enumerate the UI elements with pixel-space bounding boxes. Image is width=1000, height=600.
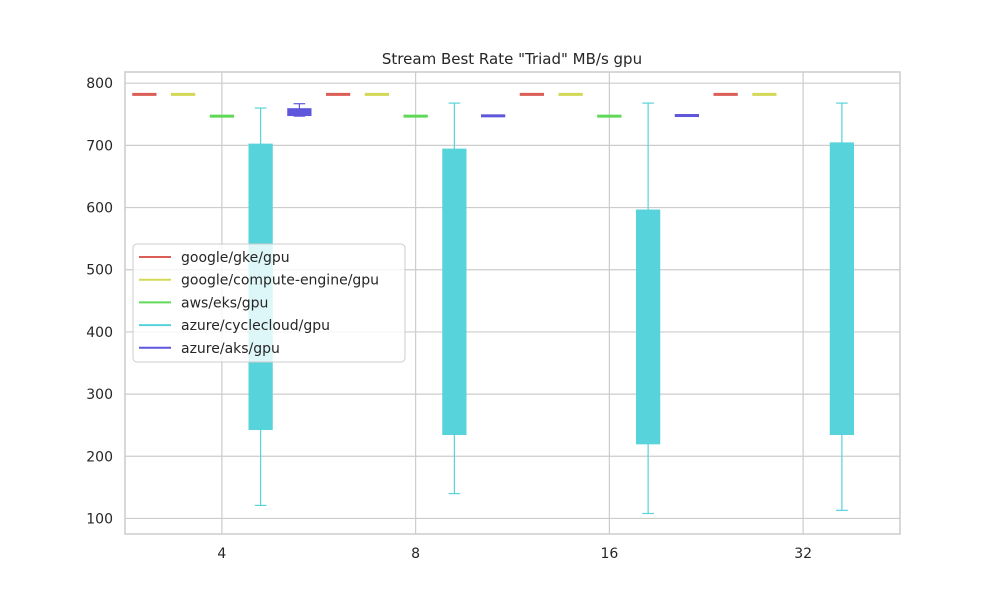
plot-area-frame — [124, 71, 901, 535]
box-series-layer — [132, 92, 854, 515]
x-tick-label: 4 — [217, 546, 226, 562]
box-series — [132, 92, 738, 96]
y-tick-label: 100 — [86, 511, 113, 527]
y-tick-label: 300 — [86, 387, 113, 403]
box-series — [248, 102, 854, 515]
box-series — [287, 103, 699, 118]
box-series — [171, 92, 777, 96]
box-body — [829, 142, 854, 436]
box-body — [442, 148, 467, 436]
x-axis-ticks: 4 8 16 32 — [217, 546, 812, 562]
box-body — [287, 108, 312, 117]
y-tick-label: 700 — [86, 138, 113, 154]
legend-label: aws/eks/gpu — [181, 295, 268, 311]
legend-box — [132, 243, 406, 363]
legend-label: google/gke/gpu — [181, 250, 290, 266]
y-tick-label: 800 — [86, 76, 113, 92]
y-tick-label: 200 — [86, 449, 113, 465]
x-tick-label: 8 — [411, 546, 420, 562]
y-tick-label: 600 — [86, 201, 113, 217]
legend-label: azure/aks/gpu — [181, 341, 280, 357]
box-body — [636, 209, 661, 445]
x-tick-label: 32 — [794, 546, 812, 562]
y-tick-label: 500 — [86, 263, 113, 279]
box-series — [209, 114, 622, 118]
x-tick-label: 16 — [600, 546, 618, 562]
y-tick-label: 400 — [86, 325, 113, 341]
chart-legend: google/gke/gpu google/compute-engine/gpu a… — [132, 243, 406, 363]
legend-label: google/compute-engine/gpu — [181, 273, 379, 289]
y-axis-ticks: 100 200 300 400 500 600 700 800 — [86, 76, 113, 527]
chart-title: Stream Best Rate "Triad" MB/s gpu — [382, 50, 642, 68]
legend-label: azure/cyclecloud/gpu — [181, 318, 330, 334]
